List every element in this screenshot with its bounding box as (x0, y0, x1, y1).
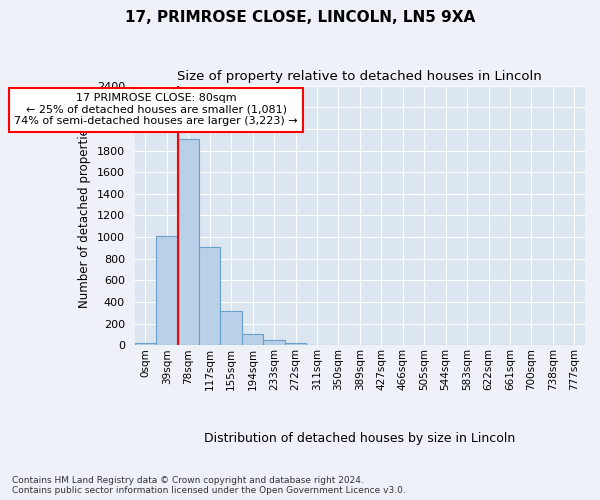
Bar (199, 247, 220, 346)
Title: Size of property relative to detached houses in Lincoln: Size of property relative to detached ho… (178, 70, 542, 83)
Bar (220, 311, 242, 346)
Text: Contains HM Land Registry data © Crown copyright and database right 2024.
Contai: Contains HM Land Registry data © Crown c… (12, 476, 406, 495)
Bar (285, 344, 306, 345)
Bar (156, 236, 178, 346)
Bar (263, 340, 285, 345)
Bar (242, 334, 263, 345)
X-axis label: Distribution of detached houses by size in Lincoln: Distribution of detached houses by size … (204, 432, 515, 445)
Bar (134, 344, 156, 345)
Bar (178, 138, 199, 346)
Text: 17 PRIMROSE CLOSE: 80sqm
← 25% of detached houses are smaller (1,081)
74% of sem: 17 PRIMROSE CLOSE: 80sqm ← 25% of detach… (14, 93, 298, 126)
Text: 17, PRIMROSE CLOSE, LINCOLN, LN5 9XA: 17, PRIMROSE CLOSE, LINCOLN, LN5 9XA (125, 10, 475, 25)
Y-axis label: Number of detached properties: Number of detached properties (78, 122, 91, 308)
